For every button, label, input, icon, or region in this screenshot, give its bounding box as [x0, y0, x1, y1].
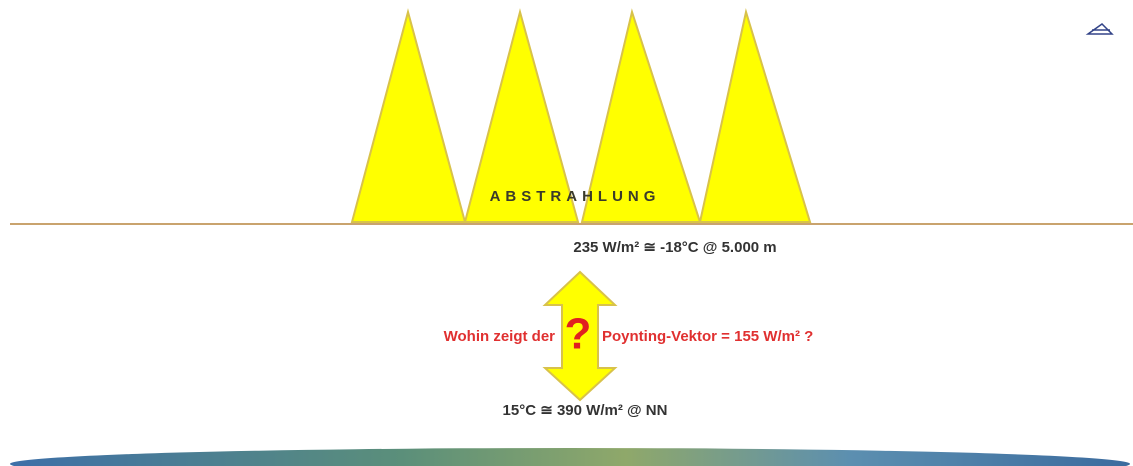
- question-right: Poynting-Vektor = 155 W/m² ?: [602, 328, 813, 345]
- earth-surface: [10, 448, 1130, 466]
- triangle: [350, 8, 467, 223]
- emission-triangles: [350, 8, 812, 223]
- emission-label: ABSTRAHLUNG: [490, 188, 661, 205]
- logo-icon: [1085, 23, 1114, 35]
- bottom-label: 15°C ≅ 390 W/m² @ NN: [503, 402, 668, 419]
- question-left: Wohin zeigt der: [444, 328, 556, 345]
- triangle: [580, 8, 702, 223]
- triangle: [698, 8, 812, 223]
- top-label: 235 W/m² ≅ -18°C @ 5.000 m: [573, 239, 776, 256]
- triangle: [463, 8, 580, 223]
- double-arrow: [542, 270, 618, 402]
- question-mark: ?: [565, 310, 592, 359]
